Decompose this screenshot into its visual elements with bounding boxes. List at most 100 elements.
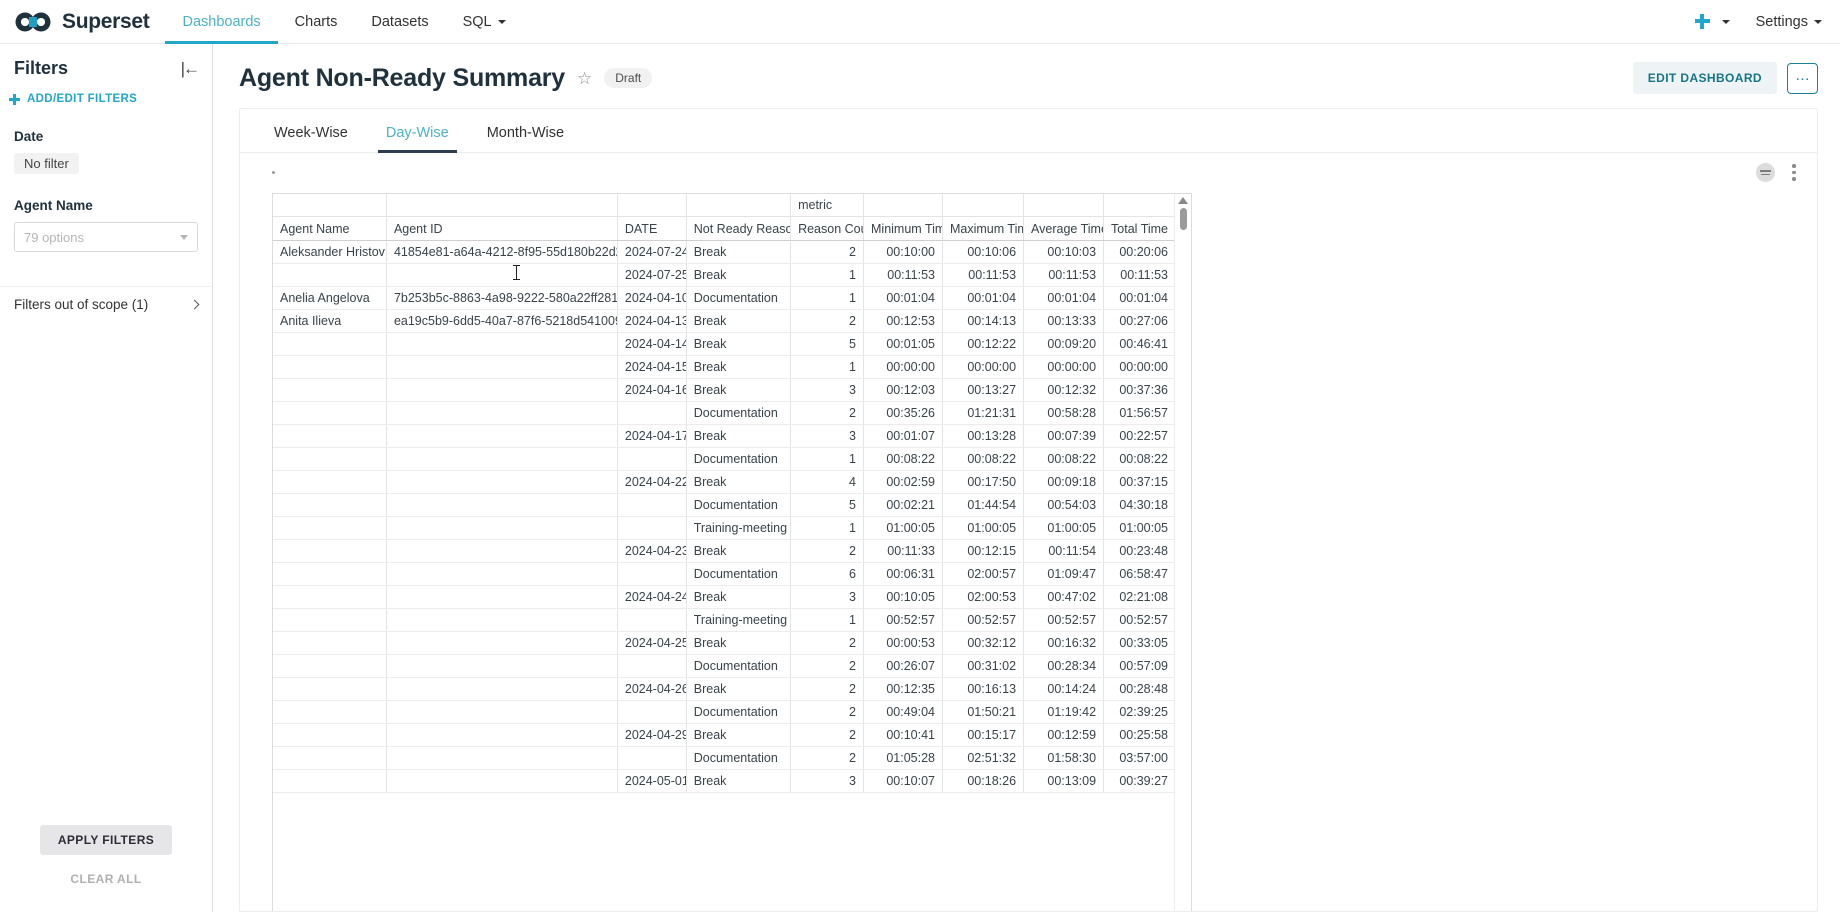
table-row[interactable]: 2024-04-25 Break 2 00:00:53 00:32:12 00:16:32… [273,631,1176,655]
column-header-maximum-time[interactable]: Maximum Time [942,216,1025,241]
cell-date: 2024-04-24 [617,585,687,609]
scrollbar-thumb[interactable] [1179,208,1187,230]
tab-week-wise[interactable]: Week-Wise [264,109,358,152]
column-header-minimum-time[interactable]: Minimum Time [863,216,943,241]
cell-not-ready-reason: Training-meeting [686,516,792,540]
cell-agent-id [386,355,618,379]
cell-minimum-time: 01:00:05 [863,516,943,540]
brand-home-link[interactable]: Superset [0,0,165,43]
table-row[interactable]: Documentation 2 00:49:04 01:50:21 01:19:42 02… [273,700,1176,724]
settings-menu[interactable]: Settings [1756,14,1822,30]
cell-total-time: 00:57:09 [1103,654,1176,678]
table-row[interactable]: 2024-04-16 Break 3 00:12:03 00:13:27 00:12:32… [273,378,1176,402]
cell-not-ready-reason: Training-meeting [686,608,792,632]
cell-reason-count: 1 [790,286,864,310]
add-edit-filters-button[interactable]: ADD/EDIT FILTERS [0,85,212,105]
filter-date-block: Date No filter [0,105,212,174]
filters-sidebar-header: Filters |← [0,44,212,85]
cell-agent-id [386,539,618,563]
group-head-spacer-date [617,194,687,217]
nav-item-charts[interactable]: Charts [278,0,355,43]
table-head: metric Agent Name Agent ID DATE [273,194,1176,241]
column-header-average-time[interactable]: Average Time [1023,216,1105,241]
cell-minimum-time: 00:08:22 [863,447,943,471]
chart-filter-icon[interactable] [1756,163,1775,182]
table-row[interactable]: Aleksander Hristov 41854e81-a64a-4212-8f9… [273,240,1176,264]
column-header-not-ready-reason[interactable]: Not Ready Reason [686,216,792,241]
page-title: Agent Non-Ready Summary [239,63,566,92]
column-header-date[interactable]: DATE [617,216,687,241]
nav-item-dashboards[interactable]: Dashboards [165,0,278,44]
cell-minimum-time: 00:00:53 [863,631,943,655]
table-vertical-scrollbar[interactable] [1174,194,1191,911]
cell-date [617,493,687,517]
cell-minimum-time: 00:35:26 [863,401,943,425]
clear-all-button[interactable]: CLEAR ALL [70,872,142,886]
cell-reason-count: 1 [790,263,864,287]
filter-date-value[interactable]: No filter [14,153,79,174]
star-outline-icon[interactable]: ☆ [577,68,593,88]
cell-minimum-time: 00:10:07 [863,769,943,793]
cell-agent-id [386,700,618,724]
table-row[interactable]: Documentation 2 00:35:26 01:21:31 00:58:28 01… [273,401,1176,425]
table-row[interactable]: 2024-04-23 Break 2 00:11:33 00:12:15 00:11:54… [273,539,1176,563]
column-header-agent-name[interactable]: Agent Name [273,216,387,241]
column-header-reason-count[interactable]: Reason Count [790,216,864,241]
column-header-agent-id[interactable]: Agent ID [386,216,618,241]
collapse-left-icon[interactable]: |← [180,58,200,78]
cell-minimum-time: 00:10:05 [863,585,943,609]
cell-agent-id [386,562,618,586]
cell-total-time: 00:46:41 [1103,332,1176,356]
table-row[interactable]: Documentation 6 00:06:31 02:00:57 01:09:47 06… [273,562,1176,586]
cell-average-time: 00:52:57 [1023,608,1105,632]
agent-name-select-placeholder: 79 options [24,229,84,245]
cell-average-time: 01:00:05 [1023,516,1105,540]
cell-maximum-time: 00:13:28 [942,424,1025,448]
cell-not-ready-reason: Documentation [686,401,792,425]
cell-minimum-time: 00:02:59 [863,470,943,494]
kebab-menu-icon[interactable] [1787,163,1801,182]
table-row[interactable]: 2024-04-22 Break 4 00:02:59 00:17:50 00:09:18… [273,470,1176,494]
cell-minimum-time: 00:26:07 [863,654,943,678]
cell-average-time: 00:10:03 [1023,240,1105,264]
new-item-button[interactable] [1694,14,1730,29]
table-row[interactable]: Anita Ilieva ea19c5b9-6dd5-40a7-87f6-5218… [273,309,1176,333]
table-row[interactable]: 2024-07-25 Break 1 00:11:53 00:11:53 00:11:53… [273,263,1176,287]
table-row[interactable]: Documentation 5 00:02:21 01:44:54 00:54:03 04… [273,493,1176,517]
table-row[interactable]: Training-meeting 1 00:52:57 00:52:57 00:52:5… [273,608,1176,632]
apply-filters-button[interactable]: APPLY FILTERS [39,825,173,855]
edit-dashboard-button[interactable]: EDIT DASHBOARD [1632,62,1777,94]
table-row[interactable]: Anelia Angelova 7b253b5c-8863-4a98-9222-5… [273,286,1176,310]
table-row[interactable]: Documentation 1 00:08:22 00:08:22 00:08:22 00… [273,447,1176,471]
cell-minimum-time: 00:12:35 [863,677,943,701]
tab-day-wise[interactable]: Day-Wise [376,109,459,153]
column-header-total-time[interactable]: Total Time [1103,216,1176,241]
table-row[interactable]: Documentation 2 01:05:28 02:51:32 01:58:30 03… [273,746,1176,770]
table-row[interactable]: 2024-04-14 Break 5 00:01:05 00:12:22 00:09:20… [273,332,1176,356]
tab-month-wise[interactable]: Month-Wise [477,109,574,152]
dashboard-header: Agent Non-Ready Summary ☆ Draft EDIT DAS… [213,44,1840,108]
nav-item-datasets[interactable]: Datasets [354,0,445,43]
cell-maximum-time: 00:15:17 [942,723,1025,747]
cell-total-time: 00:01:04 [1103,286,1176,310]
cell-agent-id: 41854e81-a64a-4212-8f95-55d180b22d24 [386,240,618,264]
table-row[interactable]: 2024-04-29 Break 2 00:10:41 00:15:17 00:12:59… [273,723,1176,747]
filters-out-of-scope-toggle[interactable]: Filters out of scope (1) [0,286,212,322]
scroll-up-arrow-icon[interactable] [1178,197,1188,204]
cell-total-time: 01:00:05 [1103,516,1176,540]
nav-item-sql[interactable]: SQL [446,0,523,43]
cell-maximum-time: 00:00:00 [942,355,1025,379]
table-row[interactable]: Documentation 2 00:26:07 00:31:02 00:28:34 00… [273,654,1176,678]
table-row[interactable]: 2024-04-24 Break 3 00:10:05 02:00:53 00:47:02… [273,585,1176,609]
agent-name-select[interactable]: 79 options [14,222,198,252]
table-row[interactable]: 2024-04-26 Break 2 00:12:35 00:16:13 00:14:24… [273,677,1176,701]
table-row[interactable]: 2024-05-01 Break 3 00:10:07 00:18:26 00:13:09… [273,769,1176,793]
table-row[interactable]: 2024-04-15 Break 1 00:00:00 00:00:00 00:00:00… [273,355,1176,379]
table-row[interactable]: 2024-04-17 Break 3 00:01:07 00:13:28 00:07:39… [273,424,1176,448]
cell-agent-id [386,447,618,471]
table-scroll-region[interactable]: metric Agent Name Agent ID DATE [272,193,1192,911]
cell-agent-name [273,769,387,793]
table-row[interactable]: Training-meeting 1 01:00:05 01:00:05 01:00:0… [273,516,1176,540]
more-options-button[interactable]: … [1787,62,1818,94]
cell-agent-name [273,677,387,701]
